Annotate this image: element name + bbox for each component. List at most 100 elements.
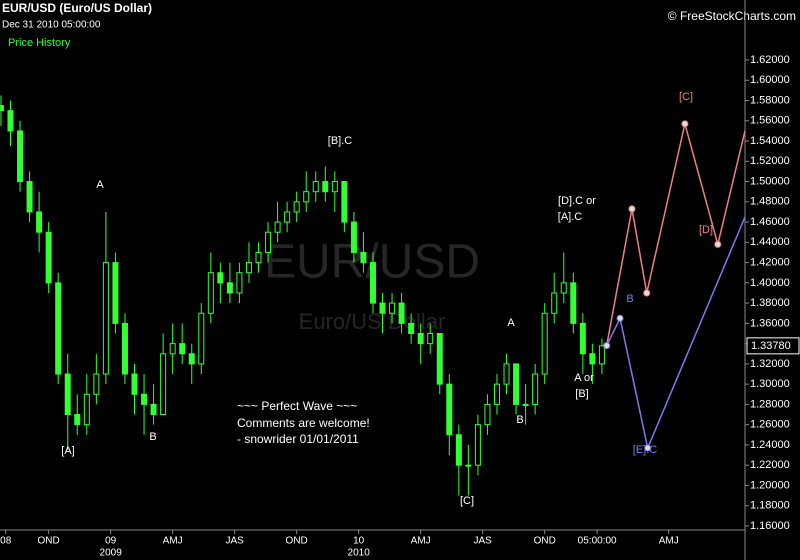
watermark-subtitle: Euro/US Dollar xyxy=(299,309,446,334)
candle-body xyxy=(217,272,224,284)
candle-body xyxy=(131,373,138,395)
candle-body xyxy=(93,373,100,395)
candle-body xyxy=(312,181,319,193)
y-tick-label: 1.54000 xyxy=(750,135,790,147)
projection-line xyxy=(606,216,746,451)
y-tick-label: 1.46000 xyxy=(750,216,790,228)
x-tick-label: OND xyxy=(38,536,60,547)
projection-line xyxy=(605,123,746,346)
y-tick-label: 1.44000 xyxy=(750,236,790,248)
y-tick-label: 1.30000 xyxy=(750,378,790,390)
candle-body xyxy=(45,231,52,284)
candle-body xyxy=(598,345,605,365)
x-tick-label: JAS xyxy=(225,536,244,547)
annotation: [B].C xyxy=(328,135,353,147)
candle-body xyxy=(570,282,577,324)
candle-body xyxy=(83,393,90,426)
candle-body xyxy=(207,272,214,314)
x-tick-label: 05:00:00 xyxy=(578,536,617,547)
annotation: B xyxy=(626,293,633,305)
candle-body xyxy=(379,302,386,314)
last-price-label: 1.33780 xyxy=(751,340,791,352)
annotation: [A].C xyxy=(558,211,583,223)
candle-body xyxy=(102,262,109,375)
y-tick-label: 1.16000 xyxy=(750,520,790,532)
x-tick-label: AMJ xyxy=(411,536,431,547)
candle-body xyxy=(74,414,81,426)
candle-body xyxy=(112,262,119,324)
panel-label: Price History xyxy=(8,37,71,49)
candle-body xyxy=(532,373,539,405)
x-year-label: 2009 xyxy=(100,548,123,559)
note-line: - snowrider 01/01/2011 xyxy=(237,432,359,446)
candle-body xyxy=(169,343,176,355)
y-tick-label: 1.58000 xyxy=(750,94,790,106)
candle-body xyxy=(26,181,33,213)
candle-body xyxy=(160,353,167,416)
candle-body xyxy=(265,231,272,253)
y-tick-label: 1.20000 xyxy=(750,479,790,491)
candle-body xyxy=(226,282,233,294)
y-tick-label: 1.26000 xyxy=(750,419,790,431)
candle-body xyxy=(245,262,252,274)
annotation: [C] xyxy=(460,495,474,507)
candle-body xyxy=(446,383,453,436)
annotation: B xyxy=(516,414,523,426)
candle-body xyxy=(417,332,424,345)
candle-body xyxy=(398,302,405,324)
x-tick-label: AMJ xyxy=(659,536,679,547)
candle-body xyxy=(513,363,520,405)
timestamp: Dec 31 2010 05:00:00 xyxy=(2,20,101,31)
candle-body xyxy=(255,251,262,264)
x-year-label: 2010 xyxy=(348,548,371,559)
candle-body xyxy=(150,403,157,416)
candle-body xyxy=(436,332,443,385)
candle-body xyxy=(360,251,367,264)
annotation: B xyxy=(149,431,156,443)
candle-body xyxy=(284,211,291,223)
title: EUR/USD (Euro/US Dollar) xyxy=(2,1,152,15)
annotation: A xyxy=(507,317,515,329)
annotation: [C] xyxy=(679,91,693,103)
projection-point xyxy=(643,289,651,297)
candle-body xyxy=(465,464,472,467)
candle-body xyxy=(455,434,462,466)
x-tick-label: 10 xyxy=(353,536,365,547)
y-tick-label: 1.48000 xyxy=(750,196,790,208)
candle-body xyxy=(560,282,567,294)
y-tick-label: 1.40000 xyxy=(750,277,790,289)
candle-body xyxy=(522,403,529,406)
candle-body xyxy=(503,363,510,385)
y-tick-label: 1.52000 xyxy=(750,155,790,167)
annotation: A or xyxy=(574,372,594,384)
candle-body xyxy=(322,181,329,193)
candle-body xyxy=(541,312,548,375)
y-tick-label: 1.50000 xyxy=(750,175,790,187)
projection-point xyxy=(603,342,611,350)
annotation: [D].C or xyxy=(558,195,596,207)
projection-point xyxy=(714,240,722,248)
annotation: [E].C xyxy=(633,444,658,456)
projection-point xyxy=(644,444,652,452)
candle-body xyxy=(293,201,300,213)
y-tick-label: 1.32000 xyxy=(750,358,790,370)
y-tick-label: 1.56000 xyxy=(750,115,790,127)
y-tick-label: 1.42000 xyxy=(750,257,790,269)
projection-point xyxy=(628,205,636,213)
candle-body xyxy=(551,292,558,314)
candle-body xyxy=(0,105,4,112)
y-tick-label: 1.22000 xyxy=(750,459,790,471)
x-tick-label: OND xyxy=(286,536,308,547)
x-tick-label: AMJ xyxy=(163,536,183,547)
note-line: Comments are welcome! xyxy=(237,416,370,430)
candle-body xyxy=(331,181,338,193)
candle-body xyxy=(474,424,481,466)
x-tick-label: 09 xyxy=(105,536,117,547)
candle-body xyxy=(198,312,205,365)
candle-body xyxy=(179,343,186,355)
candle-body xyxy=(408,322,415,334)
projection-point xyxy=(616,314,624,322)
candle-body xyxy=(589,353,596,365)
annotation: [B] xyxy=(575,388,588,400)
